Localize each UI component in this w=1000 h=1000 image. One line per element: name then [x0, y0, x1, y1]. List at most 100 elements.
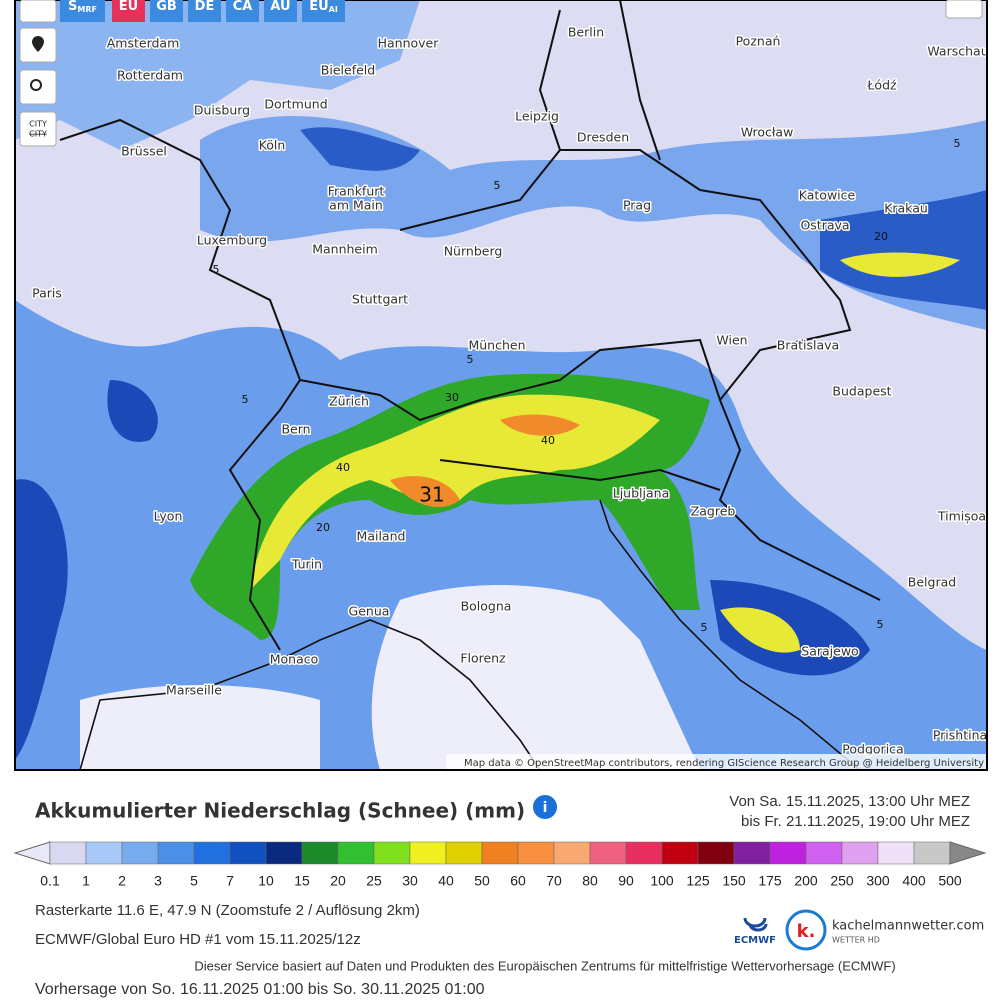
region-button[interactable] — [264, 0, 297, 22]
city-label: Bologna — [461, 599, 512, 614]
contour-label: 40 — [541, 434, 555, 447]
border — [59, 118, 302, 651]
city-label: Lyon — [154, 509, 183, 524]
colorbar-bin — [625, 841, 663, 865]
colorbar-bin — [265, 841, 303, 865]
toolbar: SMRF EU GB DE CA AU EUAI — [60, 0, 345, 22]
city-label: Bielefeld — [321, 63, 375, 78]
attribution-background — [446, 754, 987, 770]
colorbar-bin — [445, 841, 483, 865]
border — [538, 9, 881, 601]
region-button[interactable] — [226, 0, 259, 22]
colorbar: 0.1 1 2 3 5 7 10 15 20 25 30 40 50 60 70 80 90 100 125 150 1… — [13, 841, 987, 889]
colorbar-bin — [697, 841, 735, 865]
period: Von Sa. 15.11.2025, 13:00 Uhr MEZ — [729, 793, 970, 810]
colorbar-label: 0.1 — [40, 873, 60, 889]
colorbar-label: 400 — [902, 873, 926, 889]
city-label: München — [468, 338, 525, 353]
map[interactable]: Amsterdam Hannover Berlin Poznań Warscha… — [15, 0, 989, 770]
region-button-label: AU — [270, 0, 290, 14]
colorbar-label: 250 — [830, 873, 854, 889]
colorbar-label: 7 — [226, 873, 234, 889]
city-label: Stuttgart — [352, 292, 408, 307]
city-label: Dortmund — [264, 97, 327, 112]
colorbar-label: 25 — [366, 873, 382, 889]
city-label: Budapest — [832, 384, 891, 399]
precip-area — [15, 0, 420, 150]
city-label: Dresden — [577, 130, 629, 145]
period: bis Fr. 21.11.2025, 19:00 Uhr MEZ — [741, 813, 970, 830]
colorbar-label: 2 — [118, 873, 126, 889]
city-label: Sarajewo — [801, 644, 858, 659]
city-label: Mailand — [357, 529, 406, 544]
map-frame — [14, 0, 988, 771]
city-label: Turin — [291, 557, 322, 572]
region-button[interactable] — [188, 0, 221, 22]
colorbar-bin — [337, 841, 375, 865]
city-label: Monaco — [270, 652, 319, 667]
city-label: Duisburg — [194, 103, 250, 118]
contour-label: 5 — [954, 137, 961, 150]
colorbar-label: 10 — [258, 873, 274, 889]
contour-label: 5 — [494, 179, 501, 192]
city-label: Wrocław — [741, 125, 794, 140]
city-label: Łódź — [866, 78, 897, 93]
colorbar-label: 125 — [686, 873, 710, 889]
region-button[interactable] — [150, 0, 183, 22]
colorbar-bin — [517, 841, 555, 865]
city-label: Marseille — [166, 683, 222, 698]
colorbar-bin — [157, 841, 195, 865]
info-icon: i — [543, 800, 548, 816]
city-label: Amsterdam — [107, 36, 180, 51]
colorbar-label: 175 — [758, 873, 782, 889]
button-main: EU — [119, 0, 138, 14]
region-button[interactable] — [112, 0, 145, 22]
colorbar-label: 70 — [546, 873, 562, 889]
zoom-icon — [30, 79, 42, 91]
region-button[interactable] — [60, 0, 105, 22]
colorbar-label: 300 — [866, 873, 890, 889]
border — [299, 338, 721, 491]
share-button[interactable] — [945, 0, 983, 19]
contour-label: 5 — [701, 621, 708, 634]
contour-label: 5 — [242, 393, 249, 406]
city-label: Mannheim — [312, 242, 378, 257]
city-label: Köln — [259, 138, 286, 153]
zoom-button[interactable] — [19, 69, 57, 105]
contour-label: 31 — [419, 483, 444, 507]
colorbar-label: 20 — [330, 873, 346, 889]
service-note: Dieser Service basiert auf Daten und Pro… — [194, 958, 895, 973]
colorbar-bin — [373, 841, 411, 865]
colorbar-label: 100 — [650, 873, 674, 889]
city-label: Zagreb — [691, 504, 736, 519]
region-button[interactable] — [302, 0, 345, 22]
region-button-label: GB — [156, 0, 177, 14]
city-label: Brüssel — [121, 144, 167, 159]
colorbar-bin — [193, 841, 231, 865]
colorbar-bin — [301, 841, 339, 865]
legend-title: Akkumulierter Niederschlag (Schnee) (mm) — [35, 799, 525, 823]
colorbar-bin — [877, 841, 915, 865]
city-label: Wien — [716, 333, 747, 348]
colorbar-label: 500 — [938, 873, 962, 889]
button-sub: AI — [329, 5, 338, 14]
colorbar-bin — [589, 841, 627, 865]
side-toolbar: CITY CITY — [19, 0, 983, 147]
refresh-button[interactable] — [19, 0, 57, 23]
region-button-label: SMRF — [68, 0, 97, 14]
city-label: Berlin — [568, 25, 604, 40]
city-label: Timișoa — [937, 509, 986, 524]
colorbar-bin — [841, 841, 879, 865]
info-button[interactable] — [533, 795, 557, 819]
borders — [59, 0, 881, 770]
city-button[interactable] — [19, 111, 57, 147]
colorbar-bin — [553, 841, 591, 865]
contour-label: 20 — [874, 230, 888, 243]
button-main: EU — [309, 0, 328, 14]
city-label: Prishtina — [933, 728, 987, 743]
colorbar-under — [13, 841, 51, 865]
border — [399, 0, 661, 231]
colorbar-bin — [733, 841, 771, 865]
city-label: Bern — [281, 422, 310, 437]
button-sub: MRF — [77, 5, 97, 14]
